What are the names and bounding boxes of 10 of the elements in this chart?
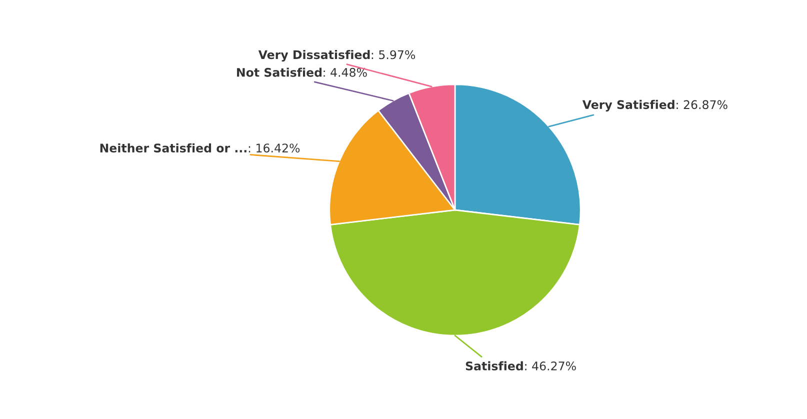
data-label: : 46.27% [525,361,576,370]
slice-label: Very Dissatisfied [258,50,370,62]
data-label: : 5.97% [372,50,416,60]
data-label: : 26.87% [676,100,728,110]
slice-label: Not Satisfied [237,68,322,77]
slice-label: Neither Satisfied or ... [100,143,246,153]
slice-label: Satisfied [466,361,523,370]
slice-label: Very Satisfied [582,100,674,112]
data-label: : 16.42% [248,144,300,153]
data-label: : 4.48% [324,68,367,77]
